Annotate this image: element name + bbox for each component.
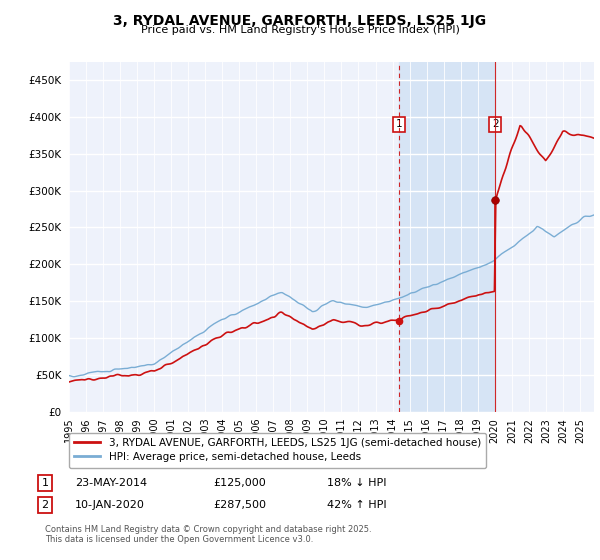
Text: Price paid vs. HM Land Registry's House Price Index (HPI): Price paid vs. HM Land Registry's House … bbox=[140, 25, 460, 35]
Text: 23-MAY-2014: 23-MAY-2014 bbox=[75, 478, 147, 488]
Bar bbox=[399, 62, 495, 412]
Text: 2: 2 bbox=[41, 500, 49, 510]
Text: 2: 2 bbox=[492, 119, 499, 129]
Text: 18% ↓ HPI: 18% ↓ HPI bbox=[327, 478, 386, 488]
Text: £287,500: £287,500 bbox=[213, 500, 266, 510]
Text: 42% ↑ HPI: 42% ↑ HPI bbox=[327, 500, 386, 510]
Text: £125,000: £125,000 bbox=[213, 478, 266, 488]
Text: 1: 1 bbox=[41, 478, 49, 488]
Text: Contains HM Land Registry data © Crown copyright and database right 2025.
This d: Contains HM Land Registry data © Crown c… bbox=[45, 525, 371, 544]
Text: 10-JAN-2020: 10-JAN-2020 bbox=[75, 500, 145, 510]
Text: 1: 1 bbox=[396, 119, 403, 129]
Text: 3, RYDAL AVENUE, GARFORTH, LEEDS, LS25 1JG: 3, RYDAL AVENUE, GARFORTH, LEEDS, LS25 1… bbox=[113, 14, 487, 28]
Legend: 3, RYDAL AVENUE, GARFORTH, LEEDS, LS25 1JG (semi-detached house), HPI: Average p: 3, RYDAL AVENUE, GARFORTH, LEEDS, LS25 1… bbox=[69, 432, 486, 468]
